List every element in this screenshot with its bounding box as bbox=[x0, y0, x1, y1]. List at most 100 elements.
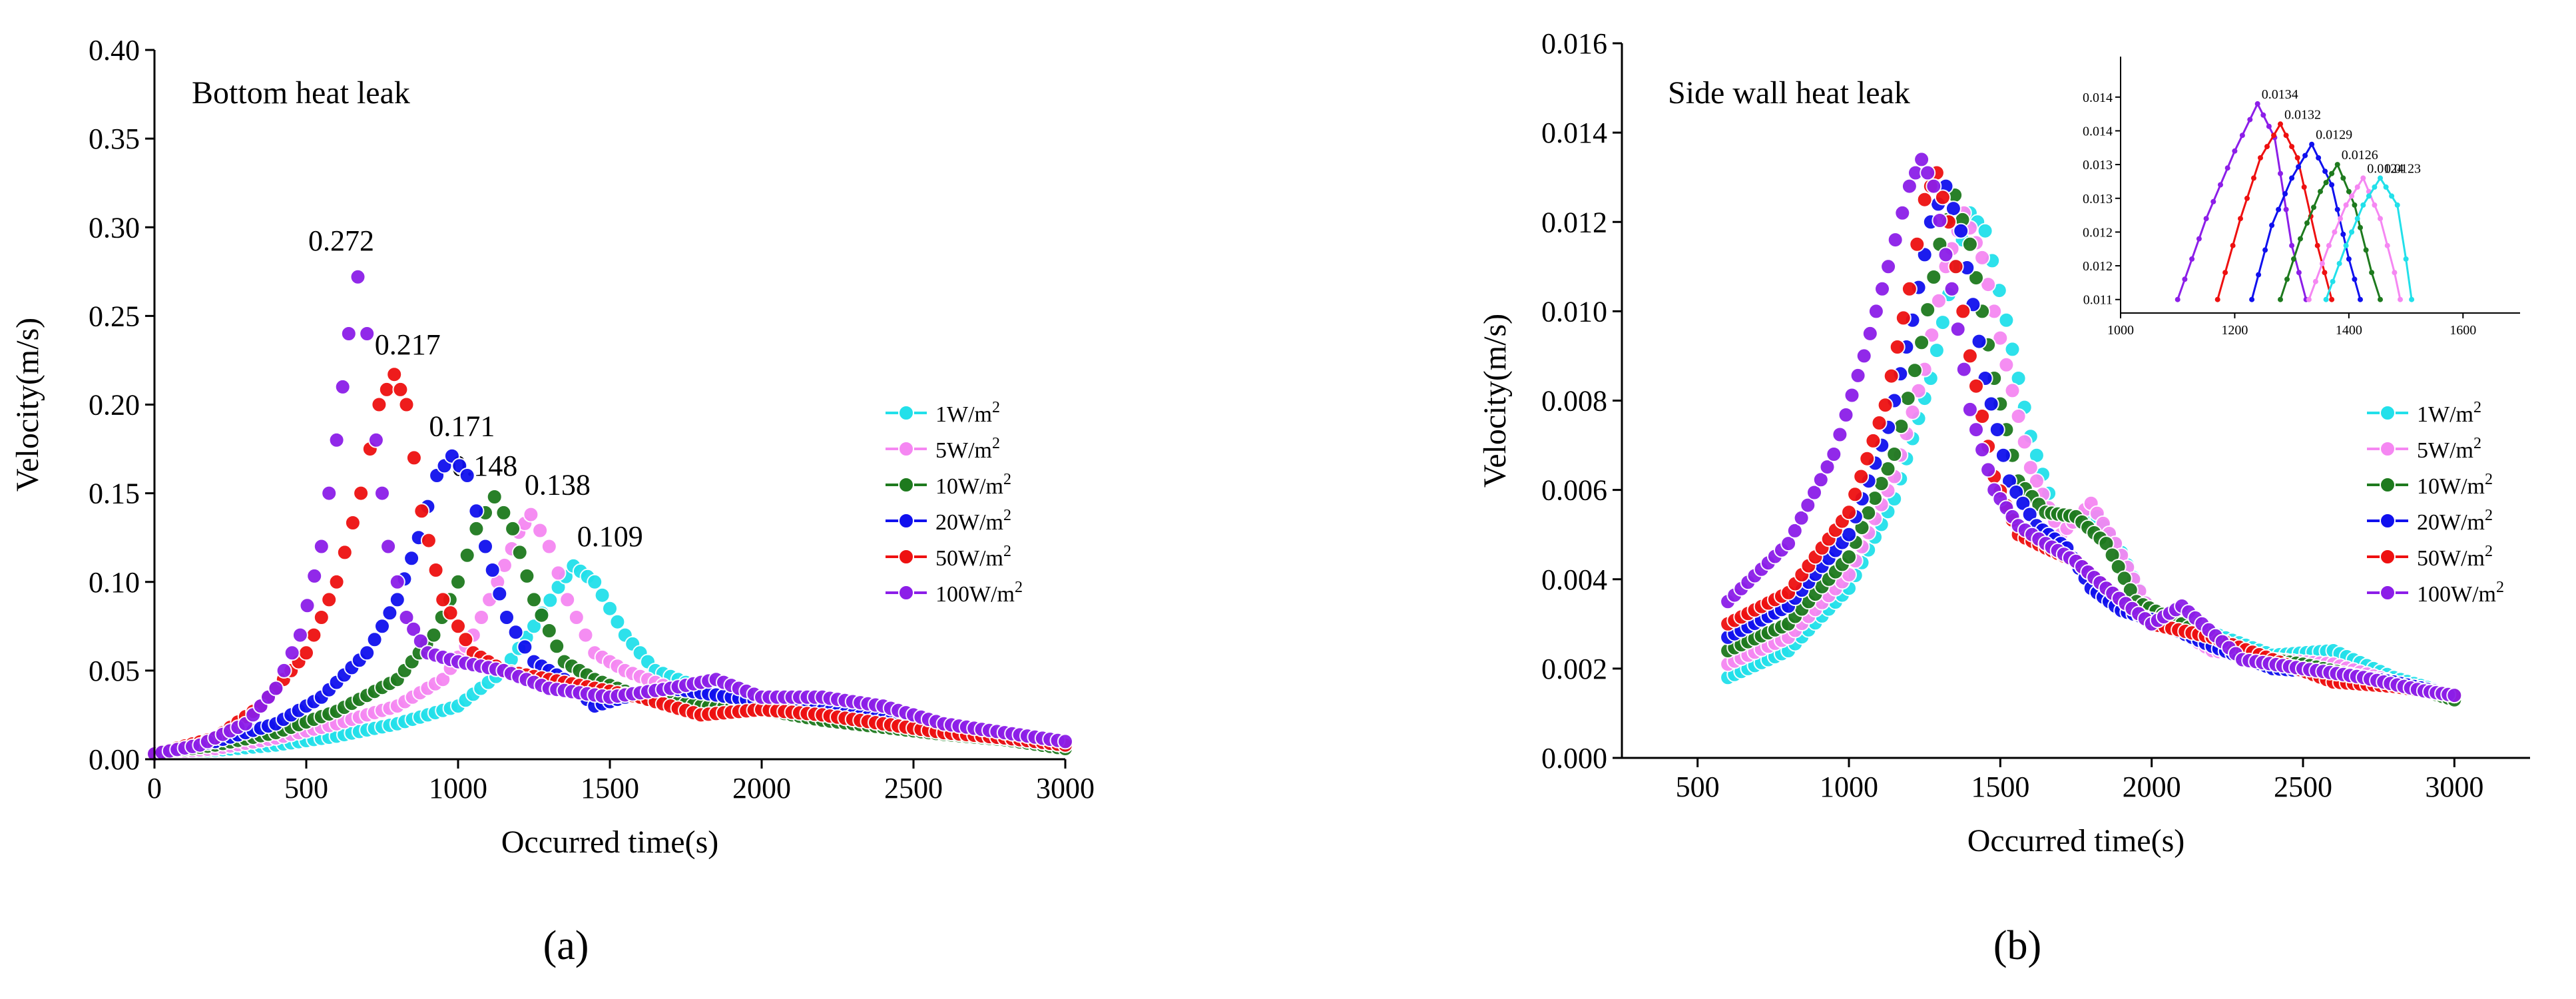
inset-data-point bbox=[2314, 242, 2320, 248]
data-point bbox=[1983, 396, 1999, 412]
inset-data-point bbox=[2384, 242, 2390, 248]
data-point bbox=[292, 627, 308, 643]
data-point bbox=[442, 605, 459, 621]
inset-data-point bbox=[2354, 216, 2360, 222]
x-tick-label: 1000 bbox=[1820, 771, 1878, 803]
x-tick-label: 2000 bbox=[732, 772, 791, 805]
data-point bbox=[1995, 447, 2011, 464]
data-point bbox=[1865, 432, 1882, 449]
x-axis-label: Occurred time(s) bbox=[501, 825, 719, 860]
inset-data-point bbox=[2372, 202, 2378, 208]
data-point bbox=[1806, 484, 1822, 501]
y-tick-label: 0.004 bbox=[1541, 563, 1607, 596]
inset-data-point bbox=[2230, 242, 2236, 248]
data-point bbox=[468, 520, 485, 537]
data-point bbox=[1998, 312, 2015, 328]
data-point bbox=[517, 639, 533, 655]
data-point bbox=[505, 520, 521, 537]
inset-data-point bbox=[2309, 141, 2315, 147]
inset-data-point bbox=[2352, 202, 2358, 208]
data-point bbox=[499, 609, 515, 625]
y-tick-label: 0.20 bbox=[89, 389, 140, 422]
data-point bbox=[1883, 368, 1900, 384]
data-point bbox=[2010, 408, 2027, 424]
inset-data-point bbox=[2366, 193, 2372, 199]
data-point bbox=[298, 645, 314, 661]
data-point bbox=[284, 645, 300, 661]
legend-marker bbox=[898, 549, 914, 565]
data-point bbox=[495, 504, 512, 521]
data-point bbox=[1901, 280, 1918, 297]
data-point bbox=[382, 605, 398, 621]
data-point bbox=[1856, 348, 1872, 364]
data-point bbox=[1914, 151, 1930, 168]
inset-data-point bbox=[2256, 272, 2262, 278]
y-axis-label: Velocity(m/s) bbox=[1477, 314, 1513, 488]
y-tick-label: 0.014 bbox=[1541, 117, 1607, 149]
data-point bbox=[1930, 292, 1947, 309]
legend: 1W/m2 5W/m2 10W/m2 20W/m2 50W/m2 100W/m2 bbox=[886, 399, 1023, 607]
inset-data-point bbox=[2343, 202, 2349, 208]
y-tick-label: 0.30 bbox=[89, 211, 140, 244]
x-tick-label: 2500 bbox=[2274, 771, 2332, 803]
legend-label: 50W/m2 bbox=[2417, 543, 2493, 571]
data-point bbox=[1887, 232, 1904, 248]
inset-data-point bbox=[2238, 216, 2243, 222]
inset-data-point bbox=[2409, 296, 2415, 302]
chart-title: Side wall heat leak bbox=[1668, 75, 1910, 111]
data-point bbox=[350, 268, 366, 285]
inset-data-point bbox=[2291, 256, 2296, 262]
data-point bbox=[486, 489, 503, 505]
inset-data-point bbox=[2182, 276, 2188, 282]
data-point bbox=[321, 485, 338, 501]
panel-label: (b) bbox=[1993, 923, 2041, 968]
data-point bbox=[519, 567, 535, 584]
inset-data-point bbox=[2329, 170, 2335, 176]
inset-data-point bbox=[2378, 216, 2383, 222]
inset-data-point bbox=[2289, 144, 2295, 150]
x-tick-label: 2500 bbox=[884, 772, 943, 805]
inset-data-point bbox=[2251, 175, 2256, 181]
data-point bbox=[380, 538, 397, 555]
y-tick-label: 0.002 bbox=[1541, 653, 1607, 685]
data-point bbox=[366, 631, 383, 648]
data-point bbox=[1786, 522, 1803, 539]
legend-marker bbox=[2380, 441, 2396, 457]
inset-data-point bbox=[2378, 175, 2383, 181]
data-point bbox=[313, 609, 330, 625]
data-point bbox=[1906, 362, 1923, 379]
data-point bbox=[1989, 422, 2005, 438]
inset-peak-label: 0.0124 bbox=[2367, 161, 2404, 176]
data-point bbox=[587, 573, 603, 590]
data-point bbox=[450, 573, 466, 590]
data-point bbox=[1859, 450, 1876, 467]
data-point bbox=[313, 538, 330, 555]
data-point bbox=[1961, 401, 1978, 418]
x-tick-label: 1000 bbox=[429, 772, 487, 805]
y-tick-label: 0.25 bbox=[89, 300, 140, 332]
inset-data-point bbox=[2398, 296, 2403, 302]
inset-peak-label: 0.0134 bbox=[2262, 87, 2298, 102]
inset-data-point bbox=[2282, 191, 2288, 196]
data-point bbox=[507, 624, 524, 641]
inset-data-point bbox=[2336, 260, 2342, 266]
inset-data-point bbox=[2294, 155, 2300, 161]
data-point bbox=[276, 662, 292, 679]
inset-data-point bbox=[2332, 229, 2338, 235]
data-point bbox=[359, 326, 376, 342]
inset-data-point bbox=[2258, 155, 2263, 161]
inset-data-point bbox=[2322, 270, 2328, 276]
data-point bbox=[1928, 342, 1945, 359]
data-point bbox=[526, 591, 542, 608]
inset-data-point bbox=[2372, 184, 2378, 190]
inset-peak-label: 0.0132 bbox=[2284, 107, 2321, 122]
data-point bbox=[368, 432, 384, 448]
legend-label: 1W/m2 bbox=[2417, 399, 2481, 427]
data-point bbox=[1977, 222, 1993, 239]
data-point bbox=[577, 627, 594, 643]
inset-peak-label: 0.0126 bbox=[2342, 148, 2378, 163]
data-point bbox=[1871, 415, 1888, 431]
y-tick-label: 0.016 bbox=[1541, 27, 1607, 60]
data-point bbox=[306, 567, 323, 584]
